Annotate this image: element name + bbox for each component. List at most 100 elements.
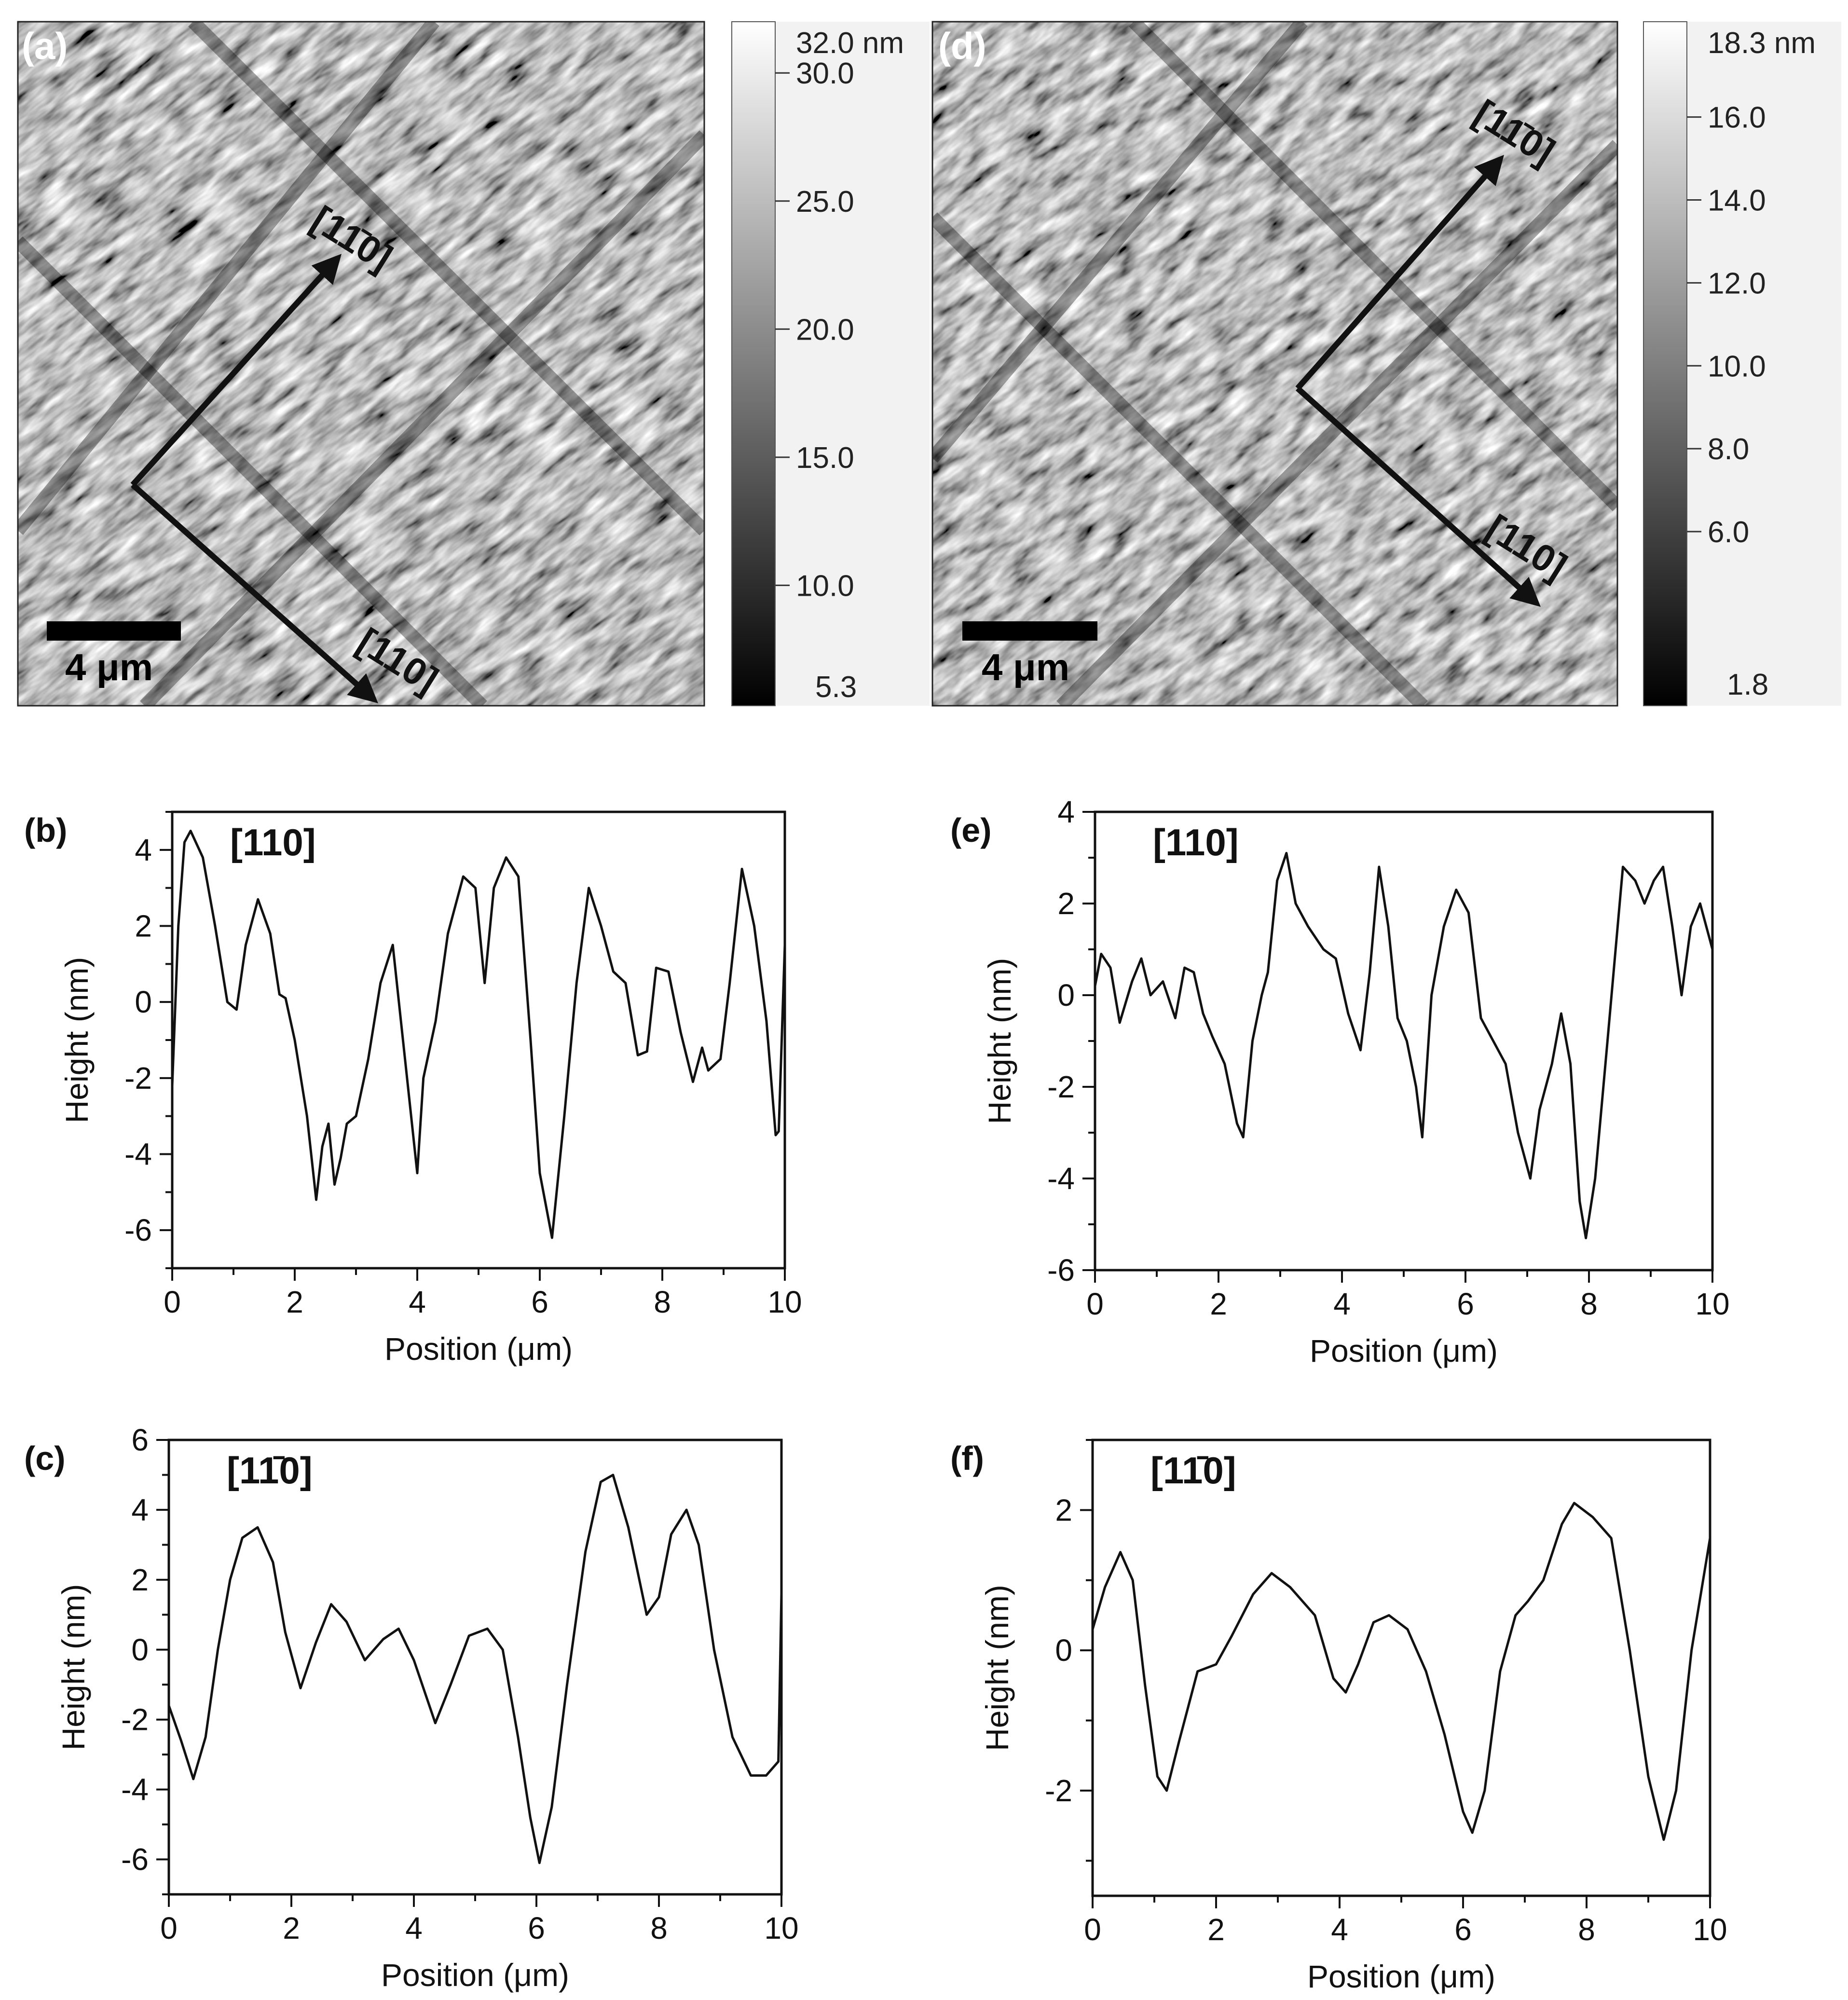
afm-image-a: (a) [11̄0] [110] 4 μm xyxy=(17,21,705,707)
y-tick-label: -4 xyxy=(121,1772,149,1807)
y-tick-label: 4 xyxy=(131,1493,149,1527)
y-tick-label: 2 xyxy=(1057,886,1075,921)
plot-frame xyxy=(1091,1438,1711,1897)
x-tick-label: 10 xyxy=(1693,1912,1727,1947)
x-tick-label: 4 xyxy=(1331,1912,1348,1947)
x-tick-label: 8 xyxy=(1580,1287,1598,1321)
x-axis-label: Position (μm) xyxy=(381,1957,569,1993)
y-tick-label: 2 xyxy=(1055,1493,1072,1527)
y-axis-label: Height (nm) xyxy=(982,958,1017,1124)
x-tick-label: 6 xyxy=(1457,1287,1474,1321)
y-axis-label: Height (nm) xyxy=(979,1585,1015,1751)
x-tick-label: 8 xyxy=(650,1911,668,1945)
x-tick-label: 2 xyxy=(283,1911,300,1945)
colorbar-tick-label: 16.0 xyxy=(1708,101,1766,135)
x-tick-label: 8 xyxy=(1578,1912,1595,1947)
x-tick-label: 10 xyxy=(1695,1287,1729,1321)
scale-bar-label: 4 μm xyxy=(65,646,153,688)
afm-image-d: (d) [11̄0] [110] 4 μm xyxy=(931,21,1618,707)
y-tick-label: 0 xyxy=(1057,978,1075,1013)
profile-chart-e: (e) [110] 0 2 4 6 8 10 -6 -4 -2 0 2 4 Position (μm) Hei… xyxy=(950,795,1730,1369)
x-tick-label: 2 xyxy=(1210,1287,1227,1321)
x-tick-label: 6 xyxy=(1454,1912,1472,1947)
y-tick-label: 6 xyxy=(131,1423,149,1457)
panel-label-a: (a) xyxy=(22,25,68,67)
panel-label: (f) xyxy=(950,1439,984,1477)
colorbar-tick-label: 14.0 xyxy=(1708,184,1766,218)
y-tick-label: -2 xyxy=(1047,1069,1075,1104)
colorbar-tick-label: 10.0 xyxy=(796,569,854,603)
colorbar-a-max: 32.0 nm xyxy=(796,27,904,60)
colorbar-d: 18.3 nm 1.8 16.0 14.0 12.0 10.0 8.0 6.0 xyxy=(1643,21,1841,706)
y-tick-label: -6 xyxy=(1047,1253,1075,1288)
colorbar-tick-label: 20.0 xyxy=(796,313,854,346)
x-axis-label: Position (μm) xyxy=(384,1331,573,1367)
colorbar-tick-label: 30.0 xyxy=(796,57,854,90)
panel-label: (c) xyxy=(24,1439,66,1477)
direction-arrow-1-10 xyxy=(1295,155,1504,390)
profile-chart-f: (f) [11̄0] 0 2 4 6 8 10 -2 0 2 Position (μm) Height … xyxy=(950,1438,1727,1994)
colorbar-tick-label: 6.0 xyxy=(1708,516,1749,549)
direction-inset-label: [11̄0] xyxy=(1150,1449,1236,1492)
x-tick-label: 8 xyxy=(654,1285,671,1319)
y-tick-label: -2 xyxy=(121,1702,149,1737)
y-tick-label: 4 xyxy=(1057,795,1075,829)
y-tick-label: 0 xyxy=(135,985,152,1019)
direction-inset-label: [110] xyxy=(230,821,316,863)
panel-label-d: (d) xyxy=(938,25,986,67)
x-tick-label: 2 xyxy=(286,1285,303,1319)
profile-chart-c: (c) [11̄0] 0 2 4 6 8 10 -6 -4 -2 0 2 4 6 Position (μm) H… xyxy=(24,1423,799,1993)
profile-line xyxy=(171,829,786,1239)
x-tick-label: 2 xyxy=(1207,1912,1225,1947)
y-tick-label: 2 xyxy=(131,1562,149,1597)
y-axis-label: Height (nm) xyxy=(55,1584,91,1751)
panel-label: (b) xyxy=(24,811,67,849)
colorbar-tick-label: 10.0 xyxy=(1708,350,1766,383)
x-axis-label: Position (μm) xyxy=(1310,1333,1498,1369)
x-tick-label: 10 xyxy=(767,1285,802,1319)
panel-label: (e) xyxy=(950,811,992,849)
x-tick-label: 6 xyxy=(531,1285,548,1319)
direction-inset-label: [11̄0] xyxy=(227,1449,313,1492)
y-tick-label: 0 xyxy=(131,1632,149,1667)
x-tick-label: 0 xyxy=(160,1911,178,1945)
direction-arrow-110 xyxy=(131,482,378,703)
profile-line xyxy=(1094,852,1714,1239)
profile-line xyxy=(1091,1502,1711,1841)
x-tick-label: 0 xyxy=(1086,1287,1104,1321)
direction-inset-label: [110] xyxy=(1153,821,1239,863)
x-tick-label: 4 xyxy=(1333,1287,1351,1321)
x-tick-label: 6 xyxy=(528,1911,545,1945)
colorbar-a: 32.0 nm 5.3 30.0 25.0 20.0 15.0 10.0 xyxy=(731,21,930,706)
y-tick-label: -4 xyxy=(1047,1161,1075,1196)
direction-arrow-110 xyxy=(1295,386,1541,607)
colorbar-d-max: 18.3 nm xyxy=(1708,27,1816,60)
plot-frame xyxy=(1094,810,1714,1272)
y-tick-label: -6 xyxy=(121,1842,149,1877)
y-tick-label: -2 xyxy=(1045,1773,1072,1808)
y-tick-label: -4 xyxy=(124,1137,152,1172)
colorbar-tick-label: 15.0 xyxy=(796,441,854,475)
x-tick-label: 4 xyxy=(405,1911,423,1945)
y-tick-label: -2 xyxy=(124,1061,152,1096)
y-tick-label: -6 xyxy=(124,1213,152,1247)
colorbar-tick-label: 12.0 xyxy=(1708,267,1766,300)
colorbar-tick-label: 8.0 xyxy=(1708,433,1749,466)
profile-chart-b: (b) [110] 0 2 4 6 8 10 -6 -4 -2 0 2 4 Position (μm) Hei… xyxy=(24,810,802,1367)
scale-bar-label: 4 μm xyxy=(982,646,1069,688)
x-tick-label: 4 xyxy=(409,1285,426,1319)
y-tick-label: 2 xyxy=(135,909,152,944)
scale-bar xyxy=(962,621,1097,641)
direction-arrow-1-10 xyxy=(130,254,342,487)
plot-frame xyxy=(167,1438,783,1896)
y-tick-label: 0 xyxy=(1055,1633,1072,1668)
scale-bar xyxy=(47,621,181,641)
y-tick-label: 4 xyxy=(135,833,152,867)
plot-frame xyxy=(171,810,786,1270)
x-tick-label: 10 xyxy=(764,1911,798,1945)
colorbar-d-min: 1.8 xyxy=(1727,668,1768,701)
y-axis-label: Height (nm) xyxy=(59,957,95,1123)
colorbar-a-min: 5.3 xyxy=(815,671,857,704)
x-tick-label: 0 xyxy=(164,1285,181,1319)
